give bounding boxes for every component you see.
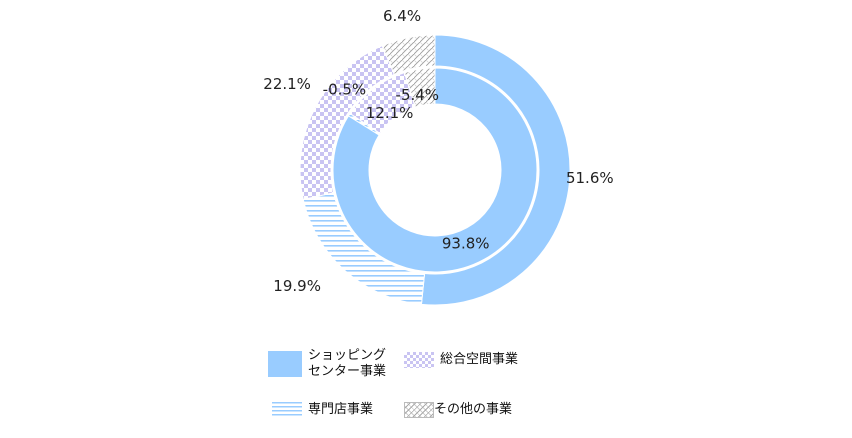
legend-label-shopping-line1: ショッピング bbox=[308, 348, 387, 363]
legend-label-shopping-line2: センター事業 bbox=[308, 364, 387, 379]
inner-label-shopping: 93.8% bbox=[442, 234, 490, 252]
inner-slice-other bbox=[403, 67, 436, 108]
inner-label-other: -5.4% bbox=[396, 86, 440, 104]
legend-item-sogo: 総合空間事業 bbox=[404, 352, 518, 368]
outer-slice-other bbox=[381, 34, 436, 75]
inner-label-senmon: -0.5% bbox=[323, 80, 367, 98]
inner-slice-shopping bbox=[332, 67, 538, 273]
outer-slice-shopping bbox=[420, 34, 571, 306]
outer-label-other: 6.4% bbox=[383, 7, 421, 25]
legend-swatch-other bbox=[404, 402, 434, 418]
legend-label-senmon: 専門店事業 bbox=[308, 402, 374, 417]
legend-swatch-senmon bbox=[272, 402, 302, 418]
legend-swatch-shopping bbox=[268, 351, 302, 377]
legend-swatch-sogo bbox=[404, 352, 434, 368]
outer-label-senmon: 19.9% bbox=[273, 277, 321, 295]
legend: ショッピング センター事業 総合空間事業 専門店事業 その他の事業 bbox=[264, 348, 584, 428]
legend-item-senmon: 専門店事業 bbox=[272, 402, 373, 418]
inner-label-sogo: 12.1% bbox=[366, 104, 414, 122]
legend-item-other: その他の事業 bbox=[404, 402, 512, 418]
outer-label-sogo: 22.1% bbox=[263, 75, 311, 93]
legend-label-other: その他の事業 bbox=[434, 402, 513, 417]
outer-label-shopping: 51.6% bbox=[566, 169, 614, 187]
legend-label-shopping: ショッピング センター事業 bbox=[308, 348, 386, 380]
legend-label-sogo: 総合空間事業 bbox=[440, 352, 519, 367]
legend-item-shopping: ショッピング センター事業 bbox=[268, 348, 386, 380]
donut-chart: 51.6% 19.9% 22.1% 6.4% 93.8% -0.5% 12.1%-5.4% bbox=[263, 7, 614, 306]
